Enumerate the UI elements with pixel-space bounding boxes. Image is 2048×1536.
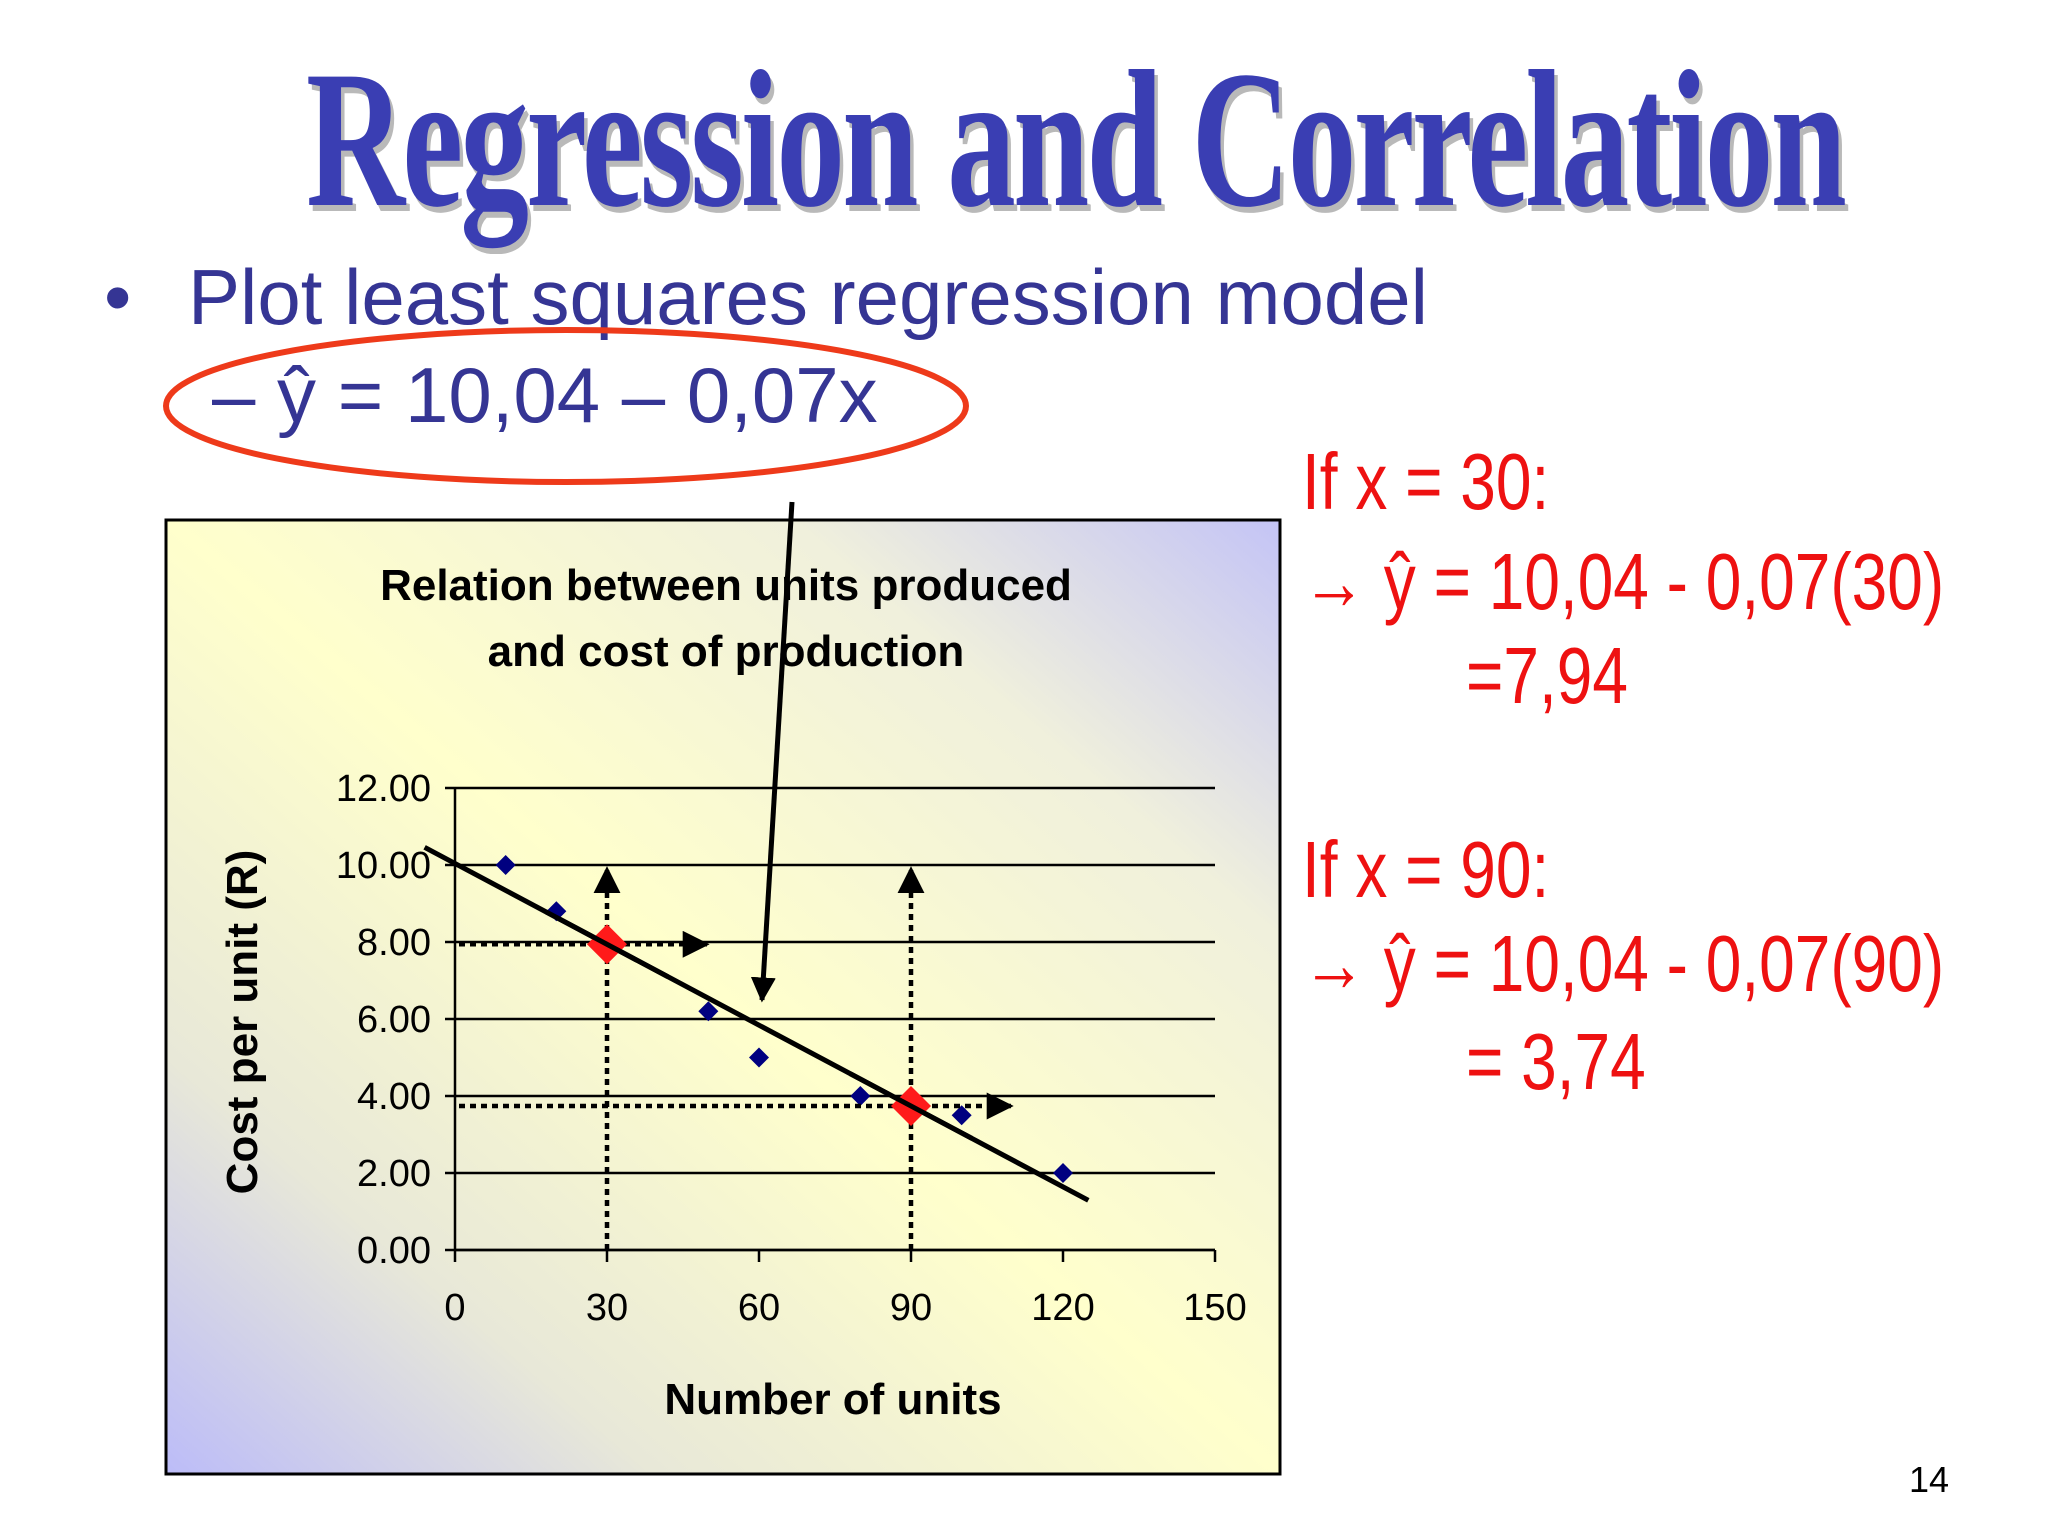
x-tick-label: 120: [1031, 1287, 1094, 1329]
regression-line-overlay: [545, 909, 669, 979]
bullet-item: • Plot least squares regression model: [104, 252, 1428, 342]
data-point: [951, 1105, 972, 1126]
y-tick-label: 8.00: [357, 922, 431, 964]
case2-formula: → ŷ = 10,04 - 0,07(90): [1302, 919, 1945, 1008]
data-point: [698, 1001, 719, 1022]
y-tick-label: 0.00: [357, 1230, 431, 1272]
x-tick-label: 150: [1183, 1287, 1246, 1329]
case1-result: =7,94: [1466, 631, 1628, 720]
regression-line-overlay: [849, 1071, 973, 1141]
data-point: [850, 1086, 871, 1106]
y-axis-label: Cost per unit (R): [218, 850, 267, 1195]
chart-title-line-2: and cost of production: [488, 627, 965, 676]
equation-highlight-ellipse: [163, 327, 969, 485]
case2-heading: If x = 90:: [1302, 825, 1550, 914]
slide-title: Regression and Correlation: [306, 31, 1847, 248]
x-tick-label: 30: [586, 1287, 628, 1329]
data-point: [1053, 1163, 1073, 1183]
y-tick-label: 12.00: [336, 768, 431, 810]
case1-heading: If x = 30:: [1302, 437, 1550, 526]
pointer-arrow: [750, 501, 795, 1003]
bullet-marker: •: [104, 253, 132, 341]
x-axis-label: Number of units: [664, 1375, 1001, 1424]
y-tick-label: 4.00: [357, 1076, 431, 1118]
regression-line: [423, 845, 1090, 1203]
y-tick-label: 6.00: [357, 999, 431, 1041]
y-tick-label: 10.00: [336, 845, 431, 887]
chart-area: [164, 518, 1282, 1476]
chart-title-line-1: Relation between units produced: [380, 561, 1072, 610]
data-point: [749, 1047, 769, 1068]
slide-number: 14: [1908, 1459, 1949, 1500]
x-tick-label: 90: [890, 1287, 932, 1329]
plot-area: 0.00 2.00 4.00 6.00 8.00 10.00 12.00 0 30 60 90 120…: [336, 768, 1247, 1329]
bullet-text: Plot least squares regression model: [188, 253, 1428, 341]
x-tick-label: 60: [738, 1287, 780, 1329]
x-tick-label: 0: [444, 1287, 465, 1329]
regression-equation: – ŷ = 10,04 – 0,07x: [212, 351, 878, 439]
case2-result: = 3,74: [1466, 1017, 1646, 1106]
case1-formula: → ŷ = 10,04 - 0,07(30): [1302, 537, 1945, 626]
data-point: [495, 855, 516, 875]
y-tick-label: 2.00: [357, 1153, 431, 1195]
